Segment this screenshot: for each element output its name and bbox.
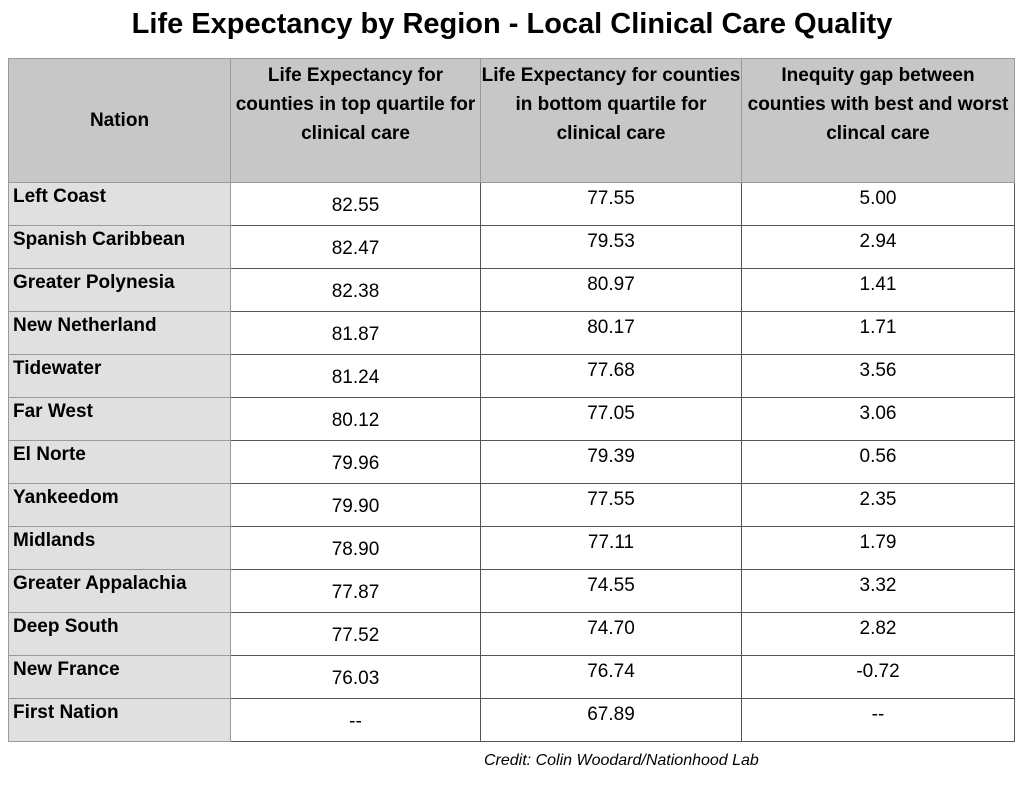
table-row: Midlands 78.90 77.11 1.79 bbox=[8, 526, 1015, 570]
value-cell: 77.55 bbox=[480, 483, 742, 527]
value-cell: 1.41 bbox=[741, 268, 1015, 312]
table-row: Left Coast 82.55 77.55 5.00 bbox=[8, 182, 1015, 226]
value-cell: -- bbox=[230, 698, 481, 742]
value-cell: 80.17 bbox=[480, 311, 742, 355]
row-label: Midlands bbox=[8, 526, 231, 570]
row-label: Far West bbox=[8, 397, 231, 441]
value-cell: 67.89 bbox=[480, 698, 742, 742]
row-label: Deep South bbox=[8, 612, 231, 656]
value-cell: 3.06 bbox=[741, 397, 1015, 441]
header-cell: Life Expectancy for counties in bottom q… bbox=[480, 58, 742, 183]
table-row: Spanish Caribbean 82.47 79.53 2.94 bbox=[8, 225, 1015, 269]
value-cell: 74.55 bbox=[480, 569, 742, 613]
value-cell: 77.68 bbox=[480, 354, 742, 398]
table-row: Tidewater 81.24 77.68 3.56 bbox=[8, 354, 1015, 398]
value-cell: 2.35 bbox=[741, 483, 1015, 527]
value-cell: 80.12 bbox=[230, 397, 481, 441]
value-cell: 74.70 bbox=[480, 612, 742, 656]
header-cell: Nation bbox=[8, 58, 231, 183]
table-row: First Nation -- 67.89 -- bbox=[8, 698, 1015, 742]
value-cell: 76.74 bbox=[480, 655, 742, 699]
header-cell: Life Expectancy for counties in top quar… bbox=[230, 58, 481, 183]
row-label: New France bbox=[8, 655, 231, 699]
value-cell: -0.72 bbox=[741, 655, 1015, 699]
row-label: Left Coast bbox=[8, 182, 231, 226]
value-cell: 3.56 bbox=[741, 354, 1015, 398]
table-row: El Norte 79.96 79.39 0.56 bbox=[8, 440, 1015, 484]
row-label: Tidewater bbox=[8, 354, 231, 398]
row-label: First Nation bbox=[8, 698, 231, 742]
value-cell: 82.55 bbox=[230, 182, 481, 226]
row-label: Spanish Caribbean bbox=[8, 225, 231, 269]
value-cell: 81.24 bbox=[230, 354, 481, 398]
value-cell: 2.94 bbox=[741, 225, 1015, 269]
value-cell: 2.82 bbox=[741, 612, 1015, 656]
table-row: Far West 80.12 77.05 3.06 bbox=[8, 397, 1015, 441]
value-cell: 77.52 bbox=[230, 612, 481, 656]
value-cell: 3.32 bbox=[741, 569, 1015, 613]
header-cell: Inequity gap between counties with best … bbox=[741, 58, 1015, 183]
value-cell: 79.53 bbox=[480, 225, 742, 269]
value-cell: 81.87 bbox=[230, 311, 481, 355]
value-cell: 77.87 bbox=[230, 569, 481, 613]
table-row: Greater Polynesia 82.38 80.97 1.41 bbox=[8, 268, 1015, 312]
row-label: New Netherland bbox=[8, 311, 231, 355]
value-cell: 1.71 bbox=[741, 311, 1015, 355]
row-label: Yankeedom bbox=[8, 483, 231, 527]
value-cell: 78.90 bbox=[230, 526, 481, 570]
value-cell: 0.56 bbox=[741, 440, 1015, 484]
credit: Credit: Colin Woodard/Nationhood Lab bbox=[484, 752, 759, 769]
value-cell: 82.47 bbox=[230, 225, 481, 269]
table-row: New France 76.03 76.74 -0.72 bbox=[8, 655, 1015, 699]
title: Life Expectancy by Region - Local Clinic… bbox=[131, 8, 893, 40]
table-row: New Netherland 81.87 80.17 1.71 bbox=[8, 311, 1015, 355]
row-label: El Norte bbox=[8, 440, 231, 484]
table-body: Left Coast 82.55 77.55 5.00 Spanish Caribbea… bbox=[8, 182, 1015, 742]
row-label: Greater Polynesia bbox=[8, 268, 231, 312]
data-table: Nation Life Expectancy for counties in to… bbox=[8, 58, 1015, 742]
table-row: Yankeedom 79.90 77.55 2.35 bbox=[8, 483, 1015, 527]
value-cell: 77.05 bbox=[480, 397, 742, 441]
value-cell: 79.39 bbox=[480, 440, 742, 484]
row-label: Greater Appalachia bbox=[8, 569, 231, 613]
value-cell: 76.03 bbox=[230, 655, 481, 699]
value-cell: 1.79 bbox=[741, 526, 1015, 570]
value-cell: 77.11 bbox=[480, 526, 742, 570]
value-cell: 5.00 bbox=[741, 182, 1015, 226]
table-row: Greater Appalachia 77.87 74.55 3.32 bbox=[8, 569, 1015, 613]
table-row: Deep South 77.52 74.70 2.82 bbox=[8, 612, 1015, 656]
value-cell: 82.38 bbox=[230, 268, 481, 312]
value-cell: 79.96 bbox=[230, 440, 481, 484]
value-cell: -- bbox=[741, 698, 1015, 742]
value-cell: 77.55 bbox=[480, 182, 742, 226]
value-cell: 79.90 bbox=[230, 483, 481, 527]
header-row: Nation Life Expectancy for counties in to… bbox=[8, 58, 1015, 183]
value-cell: 80.97 bbox=[480, 268, 742, 312]
